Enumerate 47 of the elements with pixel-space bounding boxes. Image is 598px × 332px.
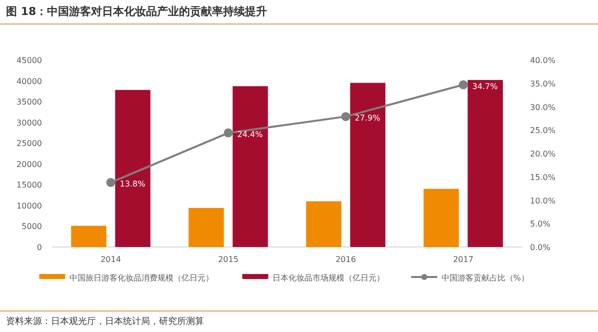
y-tick-label: 15000 <box>16 180 42 190</box>
y2-tick-label: 30.0% <box>530 102 556 112</box>
legend-label: 日本化妆品市场规模（亿日元） <box>272 274 384 282</box>
y-tick-label: 0 <box>36 243 42 252</box>
x-tick-label: 2016 <box>336 255 356 264</box>
x-tick-label: 2017 <box>453 255 474 264</box>
y2-tick-label: 0.0% <box>530 243 551 252</box>
bar <box>188 208 224 247</box>
data-label: 27.9% <box>354 114 381 123</box>
legend-item: 中国旅日游客化妆品消费规模（亿日元） <box>39 274 214 282</box>
y-tick-label: 45000 <box>16 56 42 65</box>
bar <box>424 188 459 247</box>
bar <box>115 90 150 247</box>
y-tick-label: 5000 <box>22 222 42 232</box>
y2-tick-label: 25.0% <box>530 126 556 136</box>
y-tick-label: 10000 <box>16 201 42 210</box>
y2-tick-label: 10.0% <box>530 196 556 206</box>
data-label: 34.7% <box>472 82 498 91</box>
legend-label: 中国旅日游客化妆品消费规模（亿日元） <box>69 274 214 282</box>
point <box>341 112 350 122</box>
legend-item: 日本化妆品市场规模（亿日元） <box>242 274 384 282</box>
point <box>224 128 233 138</box>
y-tick-label: 30000 <box>16 118 42 128</box>
point <box>458 80 468 90</box>
bar <box>350 82 386 247</box>
y-tick-label: 25000 <box>16 139 42 148</box>
bar <box>71 226 106 247</box>
chart-title: 图 18：中国游客对日本化妆品产业的贡献率持续提升 <box>6 5 268 18</box>
bar <box>232 86 268 247</box>
y-tick-label: 20000 <box>16 160 42 169</box>
bar <box>306 201 342 247</box>
y2-tick-label: 15.0% <box>530 172 556 182</box>
legend-item: 中国游客贡献占比（%） <box>411 274 529 282</box>
y-tick-label: 35000 <box>16 98 42 107</box>
x-tick-label: 2015 <box>218 255 238 264</box>
y2-tick-label: 20.0% <box>530 150 556 158</box>
text: 资料来源：日本观光厅，日本统计局，研究所测算 <box>6 316 204 327</box>
y2-tick-label: 35.0% <box>530 79 556 88</box>
x-tick-label: 2014 <box>100 255 121 264</box>
y2-tick-label: 40.0% <box>530 56 556 65</box>
point <box>106 178 116 187</box>
y-tick-label: 40000 <box>16 76 42 86</box>
y2-tick-label: 5.0% <box>530 220 551 229</box>
bar <box>468 80 503 247</box>
data-label: 24.4% <box>237 130 264 139</box>
data-label: 13.8% <box>120 179 146 188</box>
legend-label: 中国游客贡献占比（%） <box>441 274 529 282</box>
